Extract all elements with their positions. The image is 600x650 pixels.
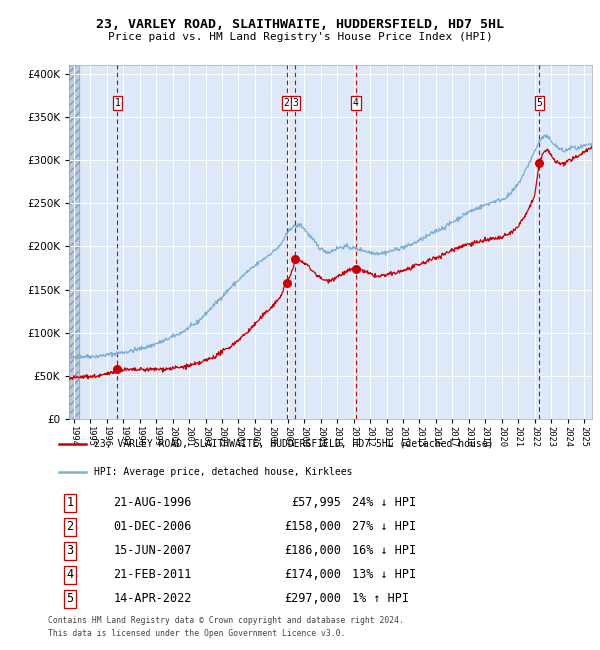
Text: 4: 4 (353, 98, 359, 108)
Text: Price paid vs. HM Land Registry's House Price Index (HPI): Price paid vs. HM Land Registry's House … (107, 32, 493, 42)
Text: £174,000: £174,000 (284, 568, 341, 582)
Text: 16% ↓ HPI: 16% ↓ HPI (352, 545, 416, 558)
Text: 21-FEB-2011: 21-FEB-2011 (113, 568, 191, 582)
Text: 13% ↓ HPI: 13% ↓ HPI (352, 568, 416, 582)
Text: 23, VARLEY ROAD, SLAITHWAITE, HUDDERSFIELD, HD7 5HL: 23, VARLEY ROAD, SLAITHWAITE, HUDDERSFIE… (96, 18, 504, 31)
Text: 2: 2 (284, 98, 289, 108)
Text: 4: 4 (66, 568, 73, 582)
Text: 5: 5 (66, 593, 73, 606)
Text: £297,000: £297,000 (284, 593, 341, 606)
Text: 1: 1 (115, 98, 121, 108)
Text: £57,995: £57,995 (292, 497, 341, 510)
Text: 23, VARLEY ROAD, SLAITHWAITE, HUDDERSFIELD, HD7 5HL (detached house): 23, VARLEY ROAD, SLAITHWAITE, HUDDERSFIE… (94, 439, 494, 449)
Text: £158,000: £158,000 (284, 520, 341, 533)
Text: 1: 1 (66, 497, 73, 510)
Text: 3: 3 (292, 98, 298, 108)
Text: 15-JUN-2007: 15-JUN-2007 (113, 545, 191, 558)
Text: 2: 2 (66, 520, 73, 533)
Text: 3: 3 (66, 545, 73, 558)
Text: Contains HM Land Registry data © Crown copyright and database right 2024.: Contains HM Land Registry data © Crown c… (48, 616, 404, 625)
Text: HPI: Average price, detached house, Kirklees: HPI: Average price, detached house, Kirk… (94, 467, 353, 477)
Text: 5: 5 (536, 98, 542, 108)
Text: 24% ↓ HPI: 24% ↓ HPI (352, 497, 416, 510)
Text: 21-AUG-1996: 21-AUG-1996 (113, 497, 191, 510)
Text: 14-APR-2022: 14-APR-2022 (113, 593, 191, 606)
Text: 1% ↑ HPI: 1% ↑ HPI (352, 593, 409, 606)
Text: This data is licensed under the Open Government Licence v3.0.: This data is licensed under the Open Gov… (48, 629, 346, 638)
Text: £186,000: £186,000 (284, 545, 341, 558)
Text: 01-DEC-2006: 01-DEC-2006 (113, 520, 191, 533)
Text: 27% ↓ HPI: 27% ↓ HPI (352, 520, 416, 533)
